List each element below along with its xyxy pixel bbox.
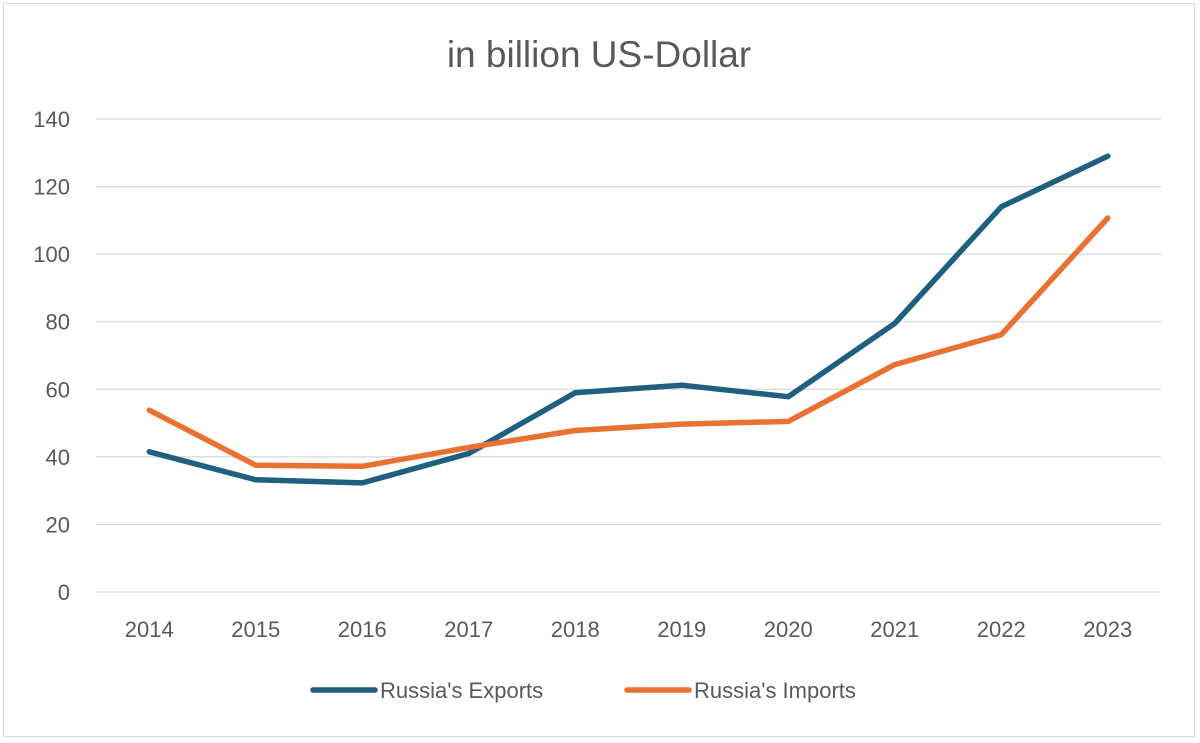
x-tick-label: 2016 bbox=[338, 617, 387, 642]
x-tick-label: 2015 bbox=[231, 617, 280, 642]
y-tick-label: 20 bbox=[46, 512, 70, 537]
legend-label: Russia's Imports bbox=[694, 678, 856, 703]
x-tick-label: 2019 bbox=[657, 617, 706, 642]
data-point bbox=[359, 480, 365, 486]
y-tick-label: 120 bbox=[33, 175, 70, 200]
data-point bbox=[359, 463, 365, 469]
y-tick-label: 140 bbox=[33, 107, 70, 132]
y-axis-ticks: 0 20 40 60 80 100 120 140 bbox=[33, 107, 70, 605]
data-point bbox=[1105, 215, 1111, 221]
series-lines bbox=[146, 153, 1111, 486]
x-tick-label: 2021 bbox=[870, 617, 919, 642]
y-tick-label: 0 bbox=[58, 580, 70, 605]
data-point bbox=[146, 449, 152, 455]
chart-title: in billion US-Dollar bbox=[447, 34, 751, 75]
x-tick-label: 2023 bbox=[1083, 617, 1132, 642]
series-line-imports bbox=[146, 215, 1111, 470]
data-point bbox=[146, 407, 152, 413]
data-point bbox=[253, 462, 259, 468]
x-tick-label: 2017 bbox=[444, 617, 493, 642]
data-point bbox=[785, 418, 791, 424]
x-tick-label: 2022 bbox=[977, 617, 1026, 642]
chart-frame bbox=[3, 3, 1195, 737]
data-point bbox=[892, 320, 898, 326]
series-line-exports bbox=[146, 153, 1111, 486]
y-tick-label: 40 bbox=[46, 445, 70, 470]
y-tick-label: 60 bbox=[46, 377, 70, 402]
y-tick-label: 80 bbox=[46, 310, 70, 335]
y-tick-label: 100 bbox=[33, 242, 70, 267]
x-tick-label: 2014 bbox=[125, 617, 174, 642]
data-point bbox=[1105, 153, 1111, 159]
x-tick-label: 2020 bbox=[764, 617, 813, 642]
data-point bbox=[466, 444, 472, 450]
data-point bbox=[679, 421, 685, 427]
data-point bbox=[785, 394, 791, 400]
x-axis-ticks: 2014 2015 2016 2017 2018 2019 2020 2021 2022 2023 bbox=[125, 617, 1132, 642]
data-point bbox=[998, 332, 1004, 338]
legend: Russia's Exports Russia's Imports bbox=[310, 678, 856, 703]
data-point bbox=[572, 390, 578, 396]
data-point bbox=[572, 428, 578, 434]
data-point bbox=[466, 450, 472, 456]
data-point bbox=[679, 382, 685, 388]
data-point bbox=[998, 204, 1004, 210]
data-point bbox=[892, 362, 898, 368]
data-point bbox=[253, 477, 259, 483]
gridlines bbox=[96, 118, 1161, 593]
x-tick-label: 2018 bbox=[551, 617, 600, 642]
legend-label: Russia's Exports bbox=[380, 678, 543, 703]
